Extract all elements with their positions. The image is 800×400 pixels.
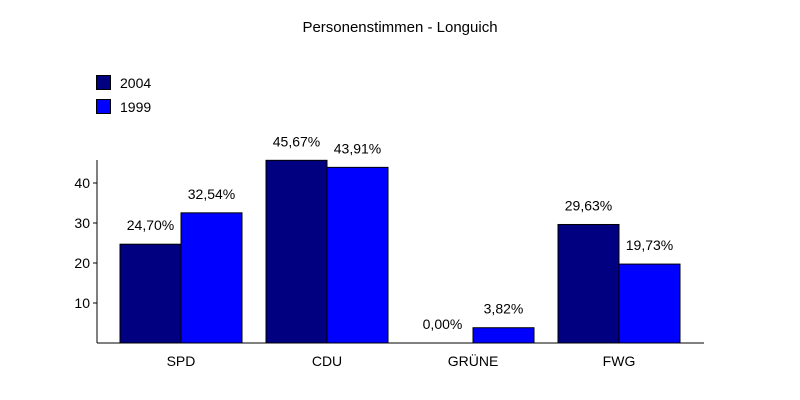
bar-2004-cdu [265, 159, 328, 344]
legend-item-2004: 2004 [96, 74, 151, 91]
legend: 2004 1999 [96, 74, 151, 122]
data-label: 3,82% [484, 301, 524, 317]
x-tick-label: GRÜNE [448, 352, 499, 369]
y-tick-label: 20 [74, 255, 90, 271]
y-tick-label: 10 [74, 295, 90, 311]
chart-title: Personenstimmen - Longuich [302, 19, 498, 36]
bar-1999-grüne [472, 327, 535, 344]
data-label: 0,00% [423, 316, 463, 332]
legend-label-2004: 2004 [120, 74, 152, 91]
legend-swatch-2004 [96, 75, 111, 90]
x-tick-label: SPD [167, 353, 196, 369]
bar-1999-fwg [618, 263, 681, 344]
legend-label-1999: 1999 [120, 98, 152, 115]
data-label: 29,63% [565, 197, 612, 213]
data-label: 45,67% [273, 133, 320, 149]
bar-1999-cdu [326, 166, 389, 344]
y-tick-label: 40 [74, 175, 90, 191]
bar-1999-spd [180, 212, 243, 344]
legend-item-1999: 1999 [96, 98, 151, 115]
bar-2004-spd [119, 243, 182, 344]
data-label: 24,70% [127, 217, 174, 233]
x-tick-label: CDU [312, 353, 342, 369]
bar-2004-fwg [557, 223, 620, 344]
y-tick-label: 30 [74, 215, 90, 231]
x-tick-label: FWG [603, 353, 636, 369]
legend-swatch-1999 [96, 99, 111, 114]
data-label: 19,73% [626, 237, 673, 253]
data-label: 32,54% [188, 186, 235, 202]
data-label: 43,91% [334, 140, 381, 156]
